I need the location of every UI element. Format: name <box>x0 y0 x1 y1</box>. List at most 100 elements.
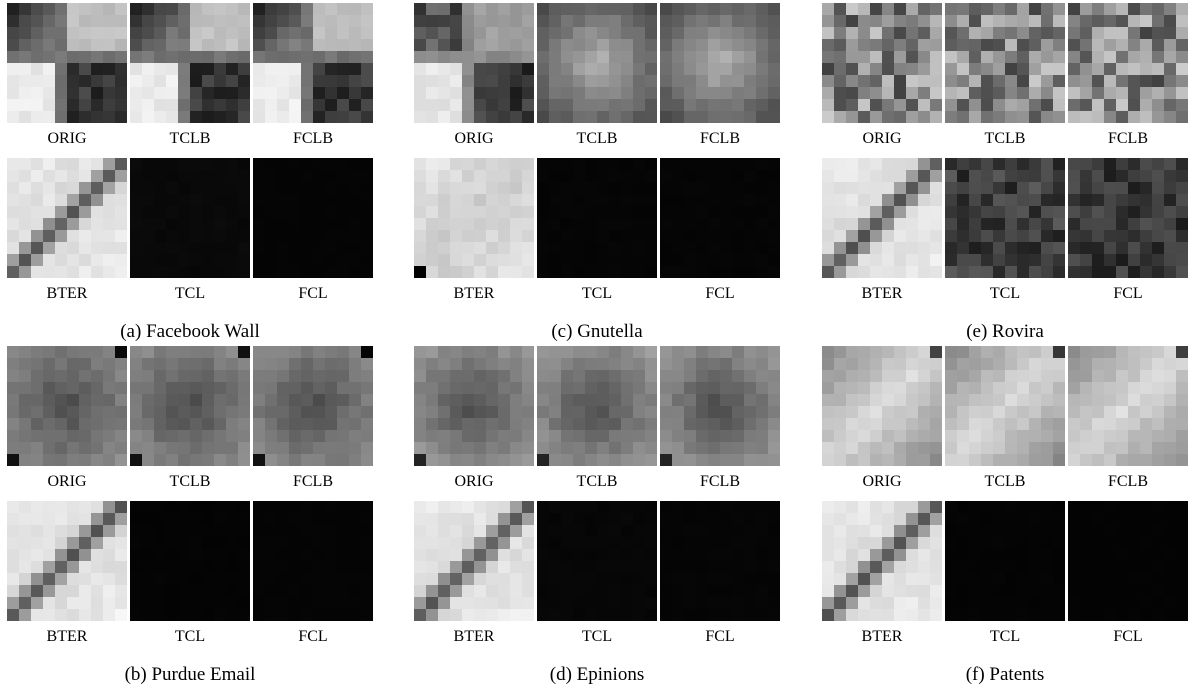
heatmap-cell <box>474 382 487 395</box>
heatmap-cell <box>337 370 350 383</box>
heatmap-cell <box>438 609 451 621</box>
heatmap-cell <box>55 370 68 383</box>
heatmap-cell <box>349 218 362 231</box>
heatmap-cell <box>253 513 266 526</box>
heatmap-cell <box>103 63 116 76</box>
heatmap-cell <box>882 430 895 443</box>
heatmap-cell <box>498 370 511 383</box>
heatmap-cell <box>822 370 835 383</box>
heatmap-cell <box>684 346 697 359</box>
heatmap-cell <box>633 525 646 538</box>
heatmap-cell <box>19 609 32 621</box>
heatmap-cell <box>645 525 657 538</box>
heatmap-cell <box>202 370 215 383</box>
heatmap-cell <box>1053 266 1065 278</box>
heatmap-cell <box>1080 230 1093 243</box>
heatmap-cell <box>325 442 338 455</box>
heatmap-cell <box>1164 525 1177 538</box>
heatmap-cell <box>142 430 155 443</box>
heatmap-cell <box>561 585 574 598</box>
heatmap-cell <box>349 549 362 562</box>
heatmap-cell <box>522 513 534 526</box>
heatmap-cell <box>1029 537 1042 550</box>
heatmap-cell <box>945 194 958 207</box>
heatmap-cell <box>510 609 523 621</box>
heatmap-cell <box>178 15 191 28</box>
heatmap-cell <box>981 573 994 586</box>
heatmap-cell <box>708 230 721 243</box>
heatmap-cell <box>178 513 191 526</box>
heatmap-cell <box>43 75 56 88</box>
heatmap-cell <box>1164 254 1177 267</box>
heatmap-cell <box>67 75 80 88</box>
heatmap-cell <box>1176 242 1188 255</box>
heatmap-cell <box>474 242 487 255</box>
heatmap-cell <box>190 454 203 466</box>
heatmap-cell <box>981 513 994 526</box>
heatmap-cell <box>918 370 931 383</box>
heatmap-cell <box>1017 537 1030 550</box>
heatmap-cell <box>744 3 757 16</box>
heatmap-cell <box>7 358 20 371</box>
heatmap-cell <box>178 537 191 550</box>
heatmap-cell <box>166 182 179 195</box>
heatmap-cell <box>633 454 646 466</box>
heatmap-cell <box>91 585 104 598</box>
heatmap-cell <box>882 513 895 526</box>
heatmap-cell <box>462 418 475 431</box>
heatmap-cell <box>822 218 835 231</box>
heatmap-cell <box>462 63 475 76</box>
heatmap-cell <box>43 39 56 52</box>
heatmap-cell <box>238 87 250 100</box>
heatmap-cell <box>462 242 475 255</box>
heatmap-cell <box>621 406 634 419</box>
heatmap-cell <box>870 525 883 538</box>
heatmap-cell <box>744 182 757 195</box>
heatmap-cell <box>1164 75 1177 88</box>
heatmap-cell <box>756 99 769 112</box>
heatmap-cell <box>115 15 127 28</box>
heatmap-cell <box>573 549 586 562</box>
heatmap-cell <box>660 442 673 455</box>
heatmap-cell <box>154 182 167 195</box>
heatmap-cell <box>349 39 362 52</box>
heatmap-cell <box>696 51 709 64</box>
heatmap-cell <box>337 87 350 100</box>
heatmap-cell <box>337 573 350 586</box>
heatmap-cell <box>265 501 278 514</box>
heatmap-cell <box>870 549 883 562</box>
heatmap-cell <box>474 254 487 267</box>
heatmap-cell <box>969 454 982 466</box>
heatmap-cell <box>226 51 239 64</box>
heatmap-cell <box>684 609 697 621</box>
heatmap-cell <box>265 597 278 610</box>
heatmap-cell <box>882 585 895 598</box>
heatmap-cell <box>1152 430 1165 443</box>
heatmap-cell <box>202 501 215 514</box>
heatmap-cell <box>846 585 859 598</box>
heatmap-cell <box>660 346 673 359</box>
heatmap-cell <box>486 27 499 40</box>
heatmap-cell <box>265 182 278 195</box>
heatmap-cell <box>720 218 733 231</box>
heatmap-cell <box>325 525 338 538</box>
heatmap-cell <box>277 370 290 383</box>
heatmap-cell <box>103 430 116 443</box>
heatmap-cell <box>450 99 463 112</box>
heatmap-cell <box>142 346 155 359</box>
heatmap-cell <box>510 358 523 371</box>
heatmap-cell <box>43 194 56 207</box>
heatmap-cell <box>1029 585 1042 598</box>
heatmap-cell <box>450 454 463 466</box>
heatmap-cell <box>31 609 44 621</box>
heatmap-cell <box>1140 525 1153 538</box>
heatmap-cell <box>91 394 104 407</box>
heatmap-row: BTER TCL FCL <box>414 501 780 654</box>
heatmap-cell <box>498 63 511 76</box>
heatmap-cell <box>1005 394 1018 407</box>
heatmap-cell <box>1104 75 1117 88</box>
heatmap-cell <box>426 454 439 466</box>
heatmap-cell <box>822 15 835 28</box>
heatmap-cell <box>289 573 302 586</box>
heatmap-cell <box>522 218 534 231</box>
